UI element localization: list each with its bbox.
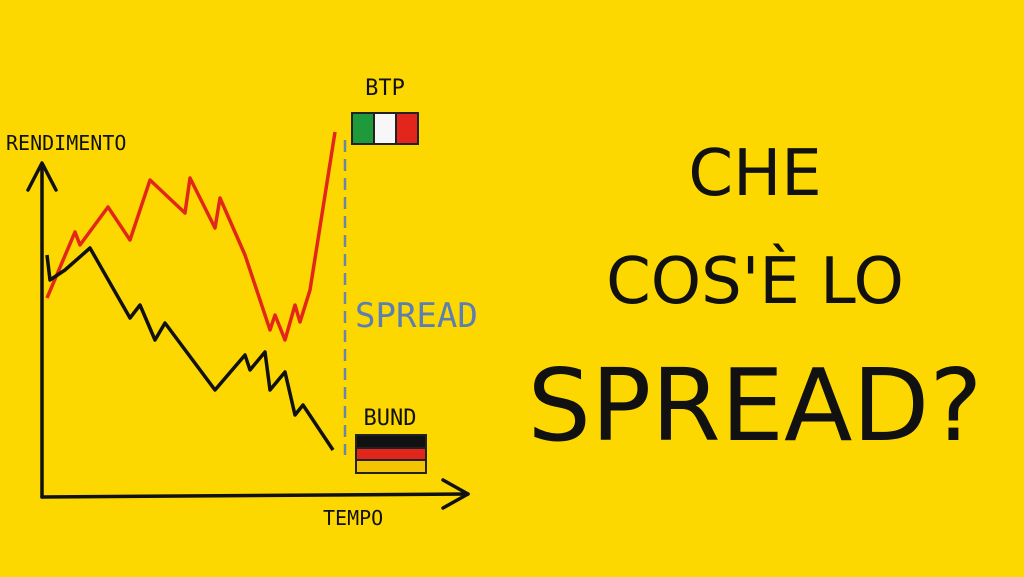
flag-stripe: [355, 434, 427, 449]
flag-stripe: [373, 112, 397, 145]
flag-stripe: [355, 459, 427, 474]
y-axis-label: RENDIMENTO: [6, 131, 126, 155]
headline-line: COS'È LO: [606, 243, 904, 319]
y-arrow: [26, 161, 58, 192]
flag-stripe: [355, 447, 427, 461]
btp-line: [45, 131, 337, 342]
headline-line: SPREAD?: [528, 347, 983, 464]
italy-flag: [351, 112, 419, 145]
x-arrow: [441, 478, 470, 510]
btp-label: BTP: [365, 76, 405, 101]
spread-label: SPREAD: [355, 296, 478, 336]
x-axis: [40, 492, 470, 499]
flag-stripe: [395, 112, 419, 145]
flag-stripe: [351, 112, 375, 145]
germany-flag: [355, 434, 427, 474]
bund-line: [45, 246, 335, 451]
axes: [26, 161, 470, 510]
headline-line: CHE: [688, 137, 821, 211]
x-axis-label: TEMPO: [323, 506, 383, 530]
bund-label: BUND: [364, 406, 417, 431]
